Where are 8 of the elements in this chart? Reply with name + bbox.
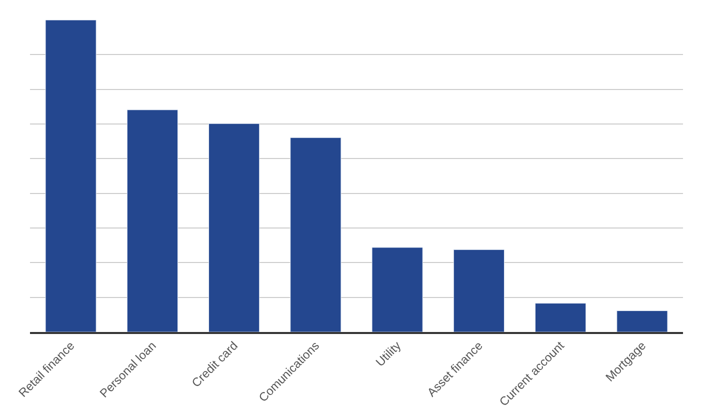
bar (126, 110, 178, 332)
bar (45, 20, 96, 332)
bar (616, 310, 668, 332)
bar (208, 123, 260, 332)
bar (290, 137, 342, 332)
bar (372, 247, 423, 332)
bar (453, 249, 504, 332)
bar (535, 303, 586, 332)
